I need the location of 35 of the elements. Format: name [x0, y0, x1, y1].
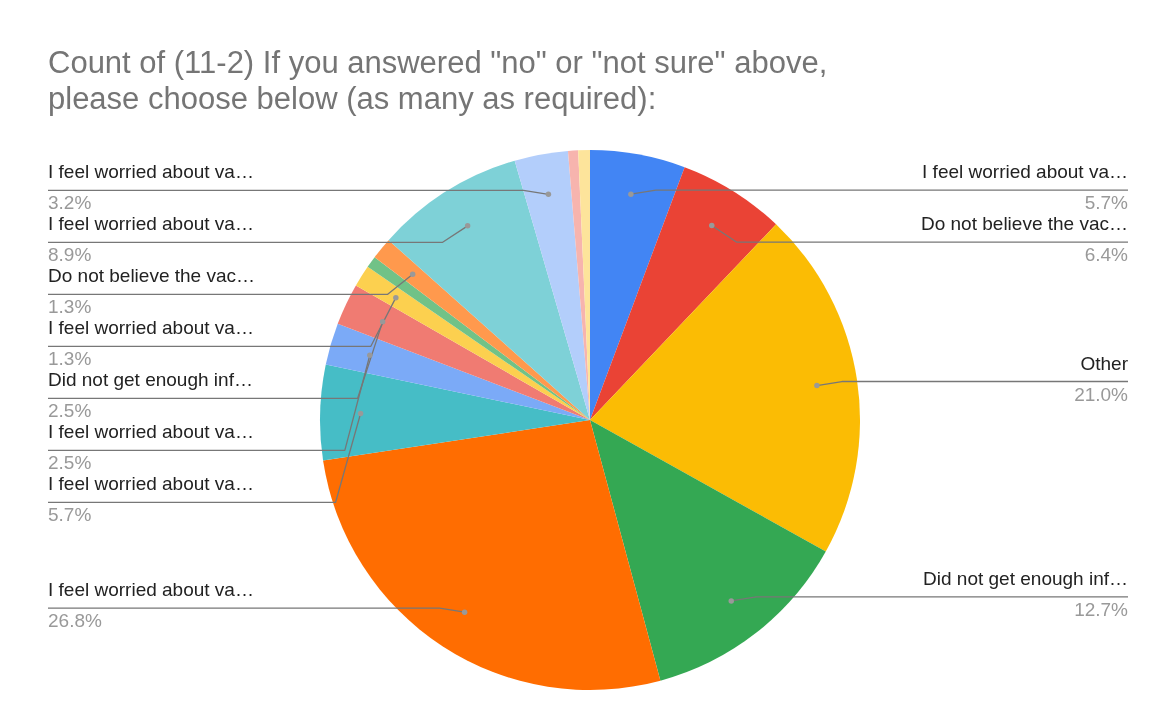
pie-slice [320, 364, 590, 461]
data-label: 1.3% [48, 296, 92, 318]
data-label: 6.4% [1084, 244, 1129, 266]
slice-label: I feel worried about va… [48, 473, 254, 495]
data-label: 26.8% [48, 610, 102, 632]
data-label: 21.0% [1074, 383, 1129, 405]
slice-label: I feel worried about va… [922, 161, 1128, 183]
data-label: 1.3% [48, 348, 92, 370]
data-label: 5.7% [48, 504, 92, 526]
pie-slice [388, 160, 590, 420]
pie-slice [590, 167, 777, 420]
data-label: 2.5% [48, 400, 92, 422]
slice-label: I feel worried about va… [48, 579, 254, 601]
data-label: 12.7% [1074, 598, 1129, 620]
slice-label: Other [1080, 352, 1129, 374]
data-label: 3.2% [48, 192, 92, 214]
pie-slice [325, 323, 590, 420]
slice-label: Did not get enough inf… [923, 567, 1128, 589]
slice-label: Do not believe the vac… [920, 213, 1128, 235]
pie-slice [323, 420, 661, 690]
slice-label: I feel worried about va… [48, 317, 254, 339]
data-label: 8.9% [48, 244, 92, 266]
slice-label: I feel worried about va… [48, 161, 254, 183]
slice-label: I feel worried about va… [48, 421, 254, 443]
pie-slice [514, 150, 590, 420]
slice-label: Do not believe the vac… [48, 265, 256, 287]
slice-label: I feel worried about va… [48, 213, 254, 235]
pie-slice [590, 224, 860, 552]
data-label: 2.5% [48, 452, 92, 474]
pie-slice [590, 420, 826, 681]
data-label: 5.7% [1084, 192, 1129, 214]
pie-slice [590, 150, 685, 420]
pie-slice [337, 285, 590, 420]
chart-title: Count of (11-2) If you answered "no" or "not sure" above, please choose below (as many as required): [48, 45, 828, 116]
slice-label: Did not get enough inf… [48, 369, 253, 391]
